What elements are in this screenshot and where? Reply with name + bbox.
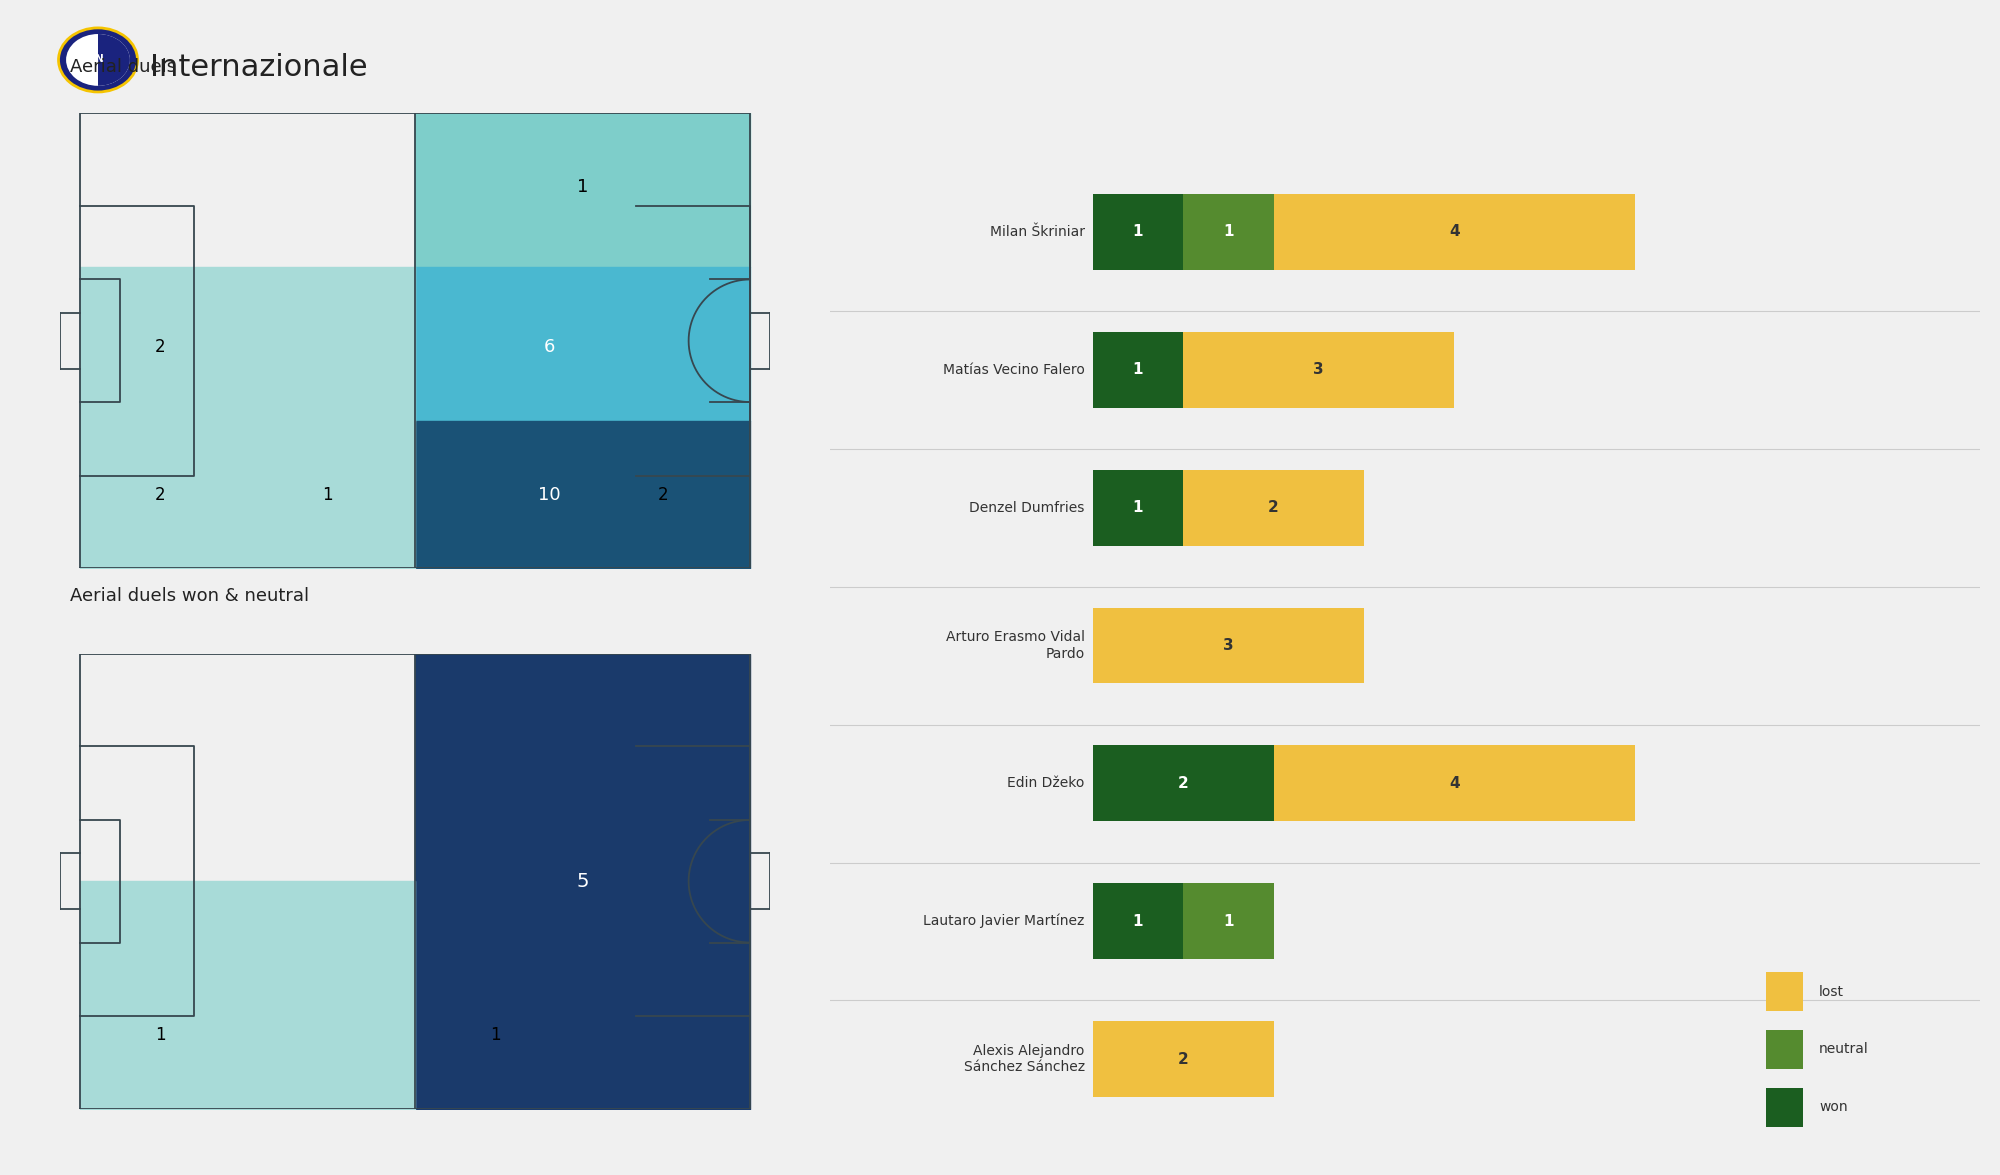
Text: 1: 1: [1132, 224, 1144, 240]
Bar: [1092, 607, 1364, 684]
Text: Internazionale: Internazionale: [150, 53, 368, 82]
Bar: [1274, 745, 1636, 821]
Bar: [1092, 745, 1274, 821]
Bar: [1184, 194, 1274, 270]
Bar: [1766, 972, 1802, 1010]
Text: 1: 1: [156, 1026, 166, 1045]
Text: Aerial duels won & neutral: Aerial duels won & neutral: [70, 588, 310, 605]
Text: 1: 1: [322, 485, 334, 504]
Text: 5: 5: [576, 872, 588, 891]
Text: IN: IN: [92, 54, 104, 63]
Text: lost: lost: [1820, 985, 1844, 999]
Text: 1: 1: [1132, 914, 1144, 928]
Bar: [1766, 1030, 1802, 1069]
Text: 2: 2: [1268, 501, 1278, 515]
Bar: [1274, 194, 1636, 270]
Bar: [1184, 884, 1274, 959]
Text: neutral: neutral: [1820, 1042, 1868, 1056]
Wedge shape: [98, 34, 130, 86]
Text: 1: 1: [1132, 501, 1144, 515]
Text: Denzel Dumfries: Denzel Dumfries: [970, 501, 1084, 515]
Bar: [1184, 331, 1454, 408]
Text: Milan Škriniar: Milan Škriniar: [990, 224, 1084, 239]
Text: Edin Džeko: Edin Džeko: [1008, 777, 1084, 791]
Text: Matías Vecino Falero: Matías Vecino Falero: [942, 363, 1084, 377]
Text: Arturo Erasmo Vidal
Pardo: Arturo Erasmo Vidal Pardo: [946, 630, 1084, 660]
Text: 10: 10: [538, 485, 560, 504]
Bar: [1766, 1088, 1802, 1127]
Text: Aerial duels: Aerial duels: [70, 59, 176, 76]
Bar: [1092, 331, 1184, 408]
Text: 3: 3: [1314, 362, 1324, 377]
Text: 2: 2: [1178, 1052, 1188, 1067]
Text: Alexis Alejandro
Sánchez Sánchez: Alexis Alejandro Sánchez Sánchez: [964, 1043, 1084, 1074]
Text: 1: 1: [1224, 224, 1234, 240]
Text: 1: 1: [490, 1026, 500, 1045]
Bar: [1092, 1021, 1274, 1097]
Circle shape: [66, 34, 130, 86]
Bar: [1092, 884, 1184, 959]
Text: 4: 4: [1448, 776, 1460, 791]
Text: won: won: [1820, 1100, 1848, 1114]
Bar: [1184, 470, 1364, 545]
Text: 4: 4: [1448, 224, 1460, 240]
Text: 1: 1: [1224, 914, 1234, 928]
Text: 6: 6: [544, 338, 554, 356]
Text: 1: 1: [1132, 362, 1144, 377]
Bar: [1092, 470, 1184, 545]
Text: 2: 2: [658, 485, 668, 504]
Text: 2: 2: [1178, 776, 1188, 791]
Text: 2: 2: [156, 338, 166, 356]
Circle shape: [58, 28, 138, 92]
Bar: [1092, 194, 1184, 270]
Text: Lautaro Javier Martínez: Lautaro Javier Martínez: [924, 914, 1084, 928]
Text: 3: 3: [1224, 638, 1234, 653]
Text: 1: 1: [576, 177, 588, 196]
Text: 2: 2: [156, 485, 166, 504]
